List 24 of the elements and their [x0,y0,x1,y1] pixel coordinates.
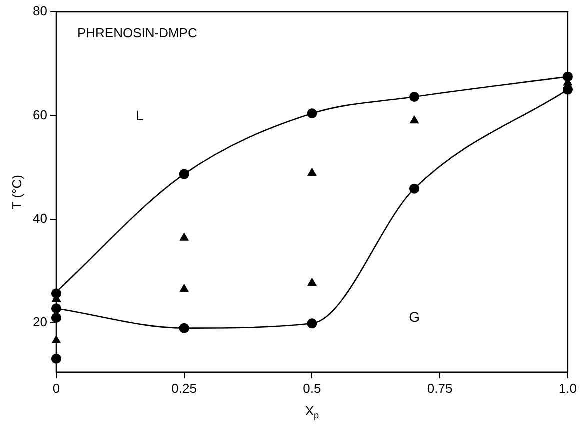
point [307,318,318,329]
point [410,184,420,194]
point [179,169,190,180]
point [410,92,420,102]
point [308,278,317,286]
point [410,116,419,124]
y-axis-title: T (°C) [10,175,25,210]
annotation: G [409,309,420,326]
x-tick-label: 0.75 [427,380,453,396]
point [180,233,189,241]
point [307,108,318,119]
text: PHRENOSIN-DMPC [77,26,198,41]
x-tick-label: 0.5 [303,380,322,396]
point [308,168,317,176]
annotation: L [136,107,144,124]
y-tick-label: 60 [32,107,48,122]
x-tick-label: 0.25 [172,380,197,396]
y-tick-label: 40 [32,211,48,226]
y-tick-label: 20 [32,314,48,330]
point [179,323,190,334]
point [180,284,189,292]
y-tick-label: 80 [32,4,48,19]
x-tick-label: 1.0 [558,380,578,396]
x-tick-label: 0 [52,380,60,396]
